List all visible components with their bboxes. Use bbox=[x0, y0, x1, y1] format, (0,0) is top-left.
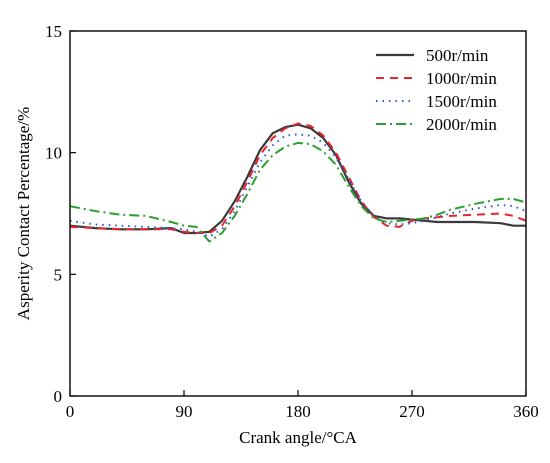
y-tick-label: 5 bbox=[54, 265, 63, 284]
x-tick-label: 90 bbox=[176, 402, 193, 421]
y-axis-title: Asperity Contact Percentage/% bbox=[14, 107, 33, 320]
legend-label-1: 500r/min bbox=[426, 46, 489, 65]
axis-ticks: 0 90 180 270 360 0 5 10 15 bbox=[45, 22, 539, 421]
series-group bbox=[69, 122, 527, 243]
x-tick-label: 0 bbox=[66, 402, 75, 421]
series-line-4 bbox=[69, 141, 527, 243]
x-axis-title: Crank angle/°CA bbox=[239, 428, 357, 447]
y-tick-label: 15 bbox=[45, 22, 62, 41]
x-tick-label: 180 bbox=[285, 402, 311, 421]
y-tick-label: 10 bbox=[45, 144, 62, 163]
x-tick-label: 360 bbox=[513, 402, 539, 421]
legend-label-2: 1000r/min bbox=[426, 69, 497, 88]
series-line-1 bbox=[69, 123, 526, 235]
legend-label-3: 1500r/min bbox=[426, 92, 497, 111]
legend-label-4: 2000r/min bbox=[426, 115, 497, 134]
x-tick-label: 270 bbox=[399, 402, 425, 421]
series-line-2 bbox=[69, 122, 527, 234]
legend: 500r/min 1000r/min 1500r/min 2000r/min bbox=[376, 46, 497, 134]
y-tick-label: 0 bbox=[54, 387, 63, 406]
